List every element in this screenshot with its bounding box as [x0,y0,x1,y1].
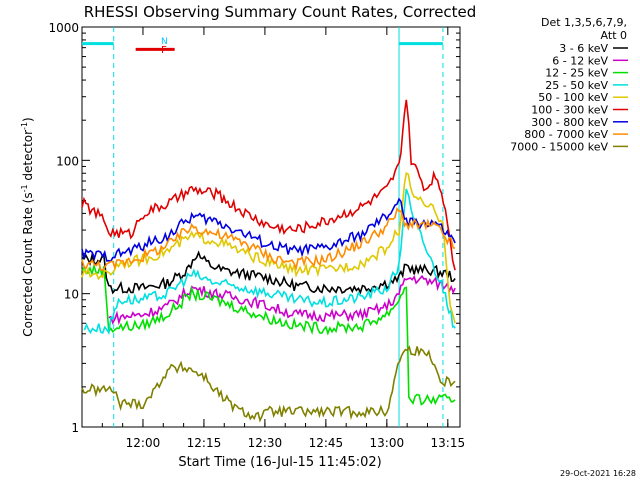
series-line-6 [81,197,456,263]
attenuator-bands [82,27,444,427]
legend-label-4: 50 - 100 keV [538,91,608,104]
legend-label-8: 7000 - 15000 keV [510,140,608,153]
plot-frame [81,26,461,428]
x-tick-label-0: 12:00 [126,436,161,450]
legend-label-2: 12 - 25 keV [545,67,608,80]
legend-label-1: 6 - 12 keV [552,54,608,67]
series-line-5 [81,99,456,271]
series-line-8 [81,345,456,423]
legend-header-1: Det 1,3,5,6,7,9, [541,16,627,29]
series-line-0 [81,250,456,295]
series-line-1 [108,274,456,326]
y-axis-label-sup1: -1 [20,184,29,192]
x-tick-label-5: 13:15 [431,436,466,450]
y-tick-label-2: 100 [56,154,79,168]
x-tick-label-2: 12:30 [248,436,283,450]
x-tick-label-4: 13:00 [370,436,405,450]
y-axis-label-sup2: -1 [20,122,29,130]
series-layer [81,99,456,423]
y-tick-label-0: 1 [71,421,79,435]
flag-n-label: N [161,37,168,47]
footer-date: 29-Oct-2021 16:28 [560,469,636,478]
y-axis-label-end: ) [21,117,35,122]
y-axis-label-main: Corrected Count Rate (s [21,192,35,336]
legend-header-2: Att 0 [601,29,627,42]
series-line-7 [81,207,456,272]
x-axis-label: Start Time (16-Jul-15 11:45:02) [178,455,381,470]
legend-label-3: 25 - 50 keV [545,79,608,92]
axis-ticks: 12:00 12:15 12:30 12:45 13:00 13:15 1 10 100 1000 [48,21,465,450]
legend-label-6: 300 - 800 keV [531,116,608,129]
chart-title: RHESSI Observing Summary Count Rates, Co… [84,3,477,21]
y-tick-label-1: 10 [64,288,79,302]
x-tick-label-3: 12:45 [309,436,344,450]
legend-label-0: 3 - 6 keV [559,42,608,55]
series-line-3 [83,188,456,335]
series-line-2 [81,263,456,406]
y-axis-label: Corrected Count Rate (s-1 detector-1) [20,117,35,336]
y-axis-label-mid: detector [21,130,35,185]
y-tick-label-3: 1000 [48,21,79,35]
legend-label-7: 800 - 7000 keV [524,128,608,141]
x-tick-label-1: 12:15 [187,436,222,450]
flag-f-label: F [161,45,167,56]
legend-label-5: 100 - 300 keV [531,104,608,117]
